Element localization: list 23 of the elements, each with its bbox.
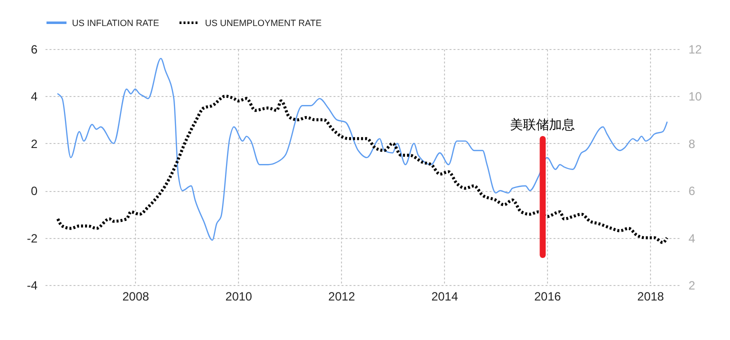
y2-tick-label: 10 xyxy=(688,90,702,104)
y2-tick-label: 12 xyxy=(688,42,702,56)
y-tick-label: 0 xyxy=(30,184,38,198)
y-tick-label: 6 xyxy=(30,42,38,56)
line-series xyxy=(57,58,668,241)
ref-line-label: 美联储加息 xyxy=(510,117,576,132)
x-tick-label: 2018 xyxy=(637,290,664,304)
y-tick-label: 2 xyxy=(30,136,38,151)
y2-tick-label: 2 xyxy=(688,278,696,292)
x-tick-label: 2010 xyxy=(225,290,252,304)
x-tick-label: 2012 xyxy=(328,290,356,304)
y2-tick-label: 4 xyxy=(688,231,696,246)
x-tick-label: 2016 xyxy=(534,290,562,304)
y2-tick-label: 8 xyxy=(688,136,696,151)
x-tick-label: 2014 xyxy=(431,290,458,304)
legend-label: US UNEMPLOYMENT RATE xyxy=(205,18,322,28)
y2-tick-label: 6 xyxy=(688,184,696,198)
x-tick-label: 2008 xyxy=(122,290,150,304)
y-tick-label: -2 xyxy=(26,231,38,246)
y-tick-label: 4 xyxy=(30,90,38,104)
y-tick-label: -4 xyxy=(26,278,38,292)
line-series xyxy=(56,94,669,244)
legend-label: US INFLATION RATE xyxy=(72,18,160,28)
